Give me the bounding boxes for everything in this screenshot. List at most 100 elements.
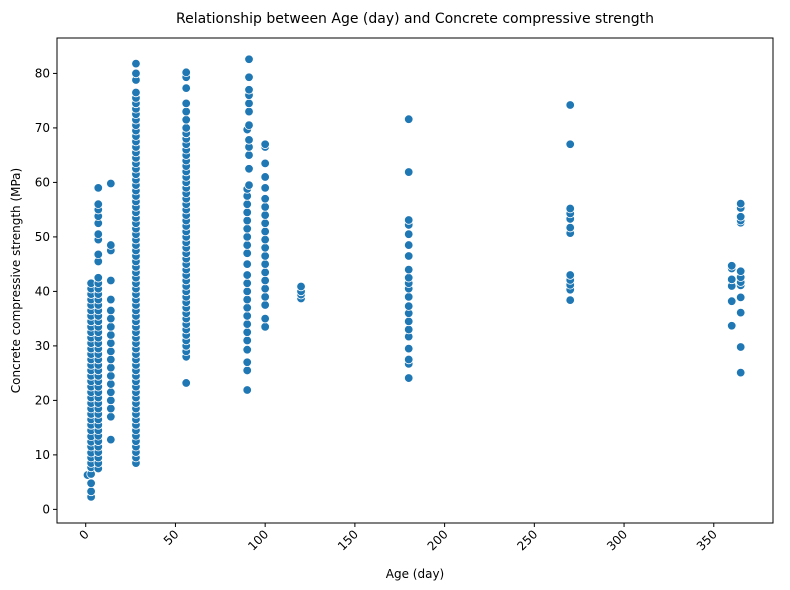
scatter-point	[404, 251, 414, 261]
y-tick-label: 70	[35, 121, 50, 135]
scatter-point	[242, 232, 252, 242]
scatter-point	[242, 365, 252, 376]
scatter-point	[242, 335, 252, 346]
scatter-point	[242, 278, 252, 288]
x-tick-label: 150	[335, 527, 361, 553]
scatter-point	[242, 327, 252, 337]
scatter-point	[244, 150, 254, 160]
scatter-point	[404, 114, 414, 124]
scatter-point	[260, 226, 270, 237]
scatter-point	[106, 275, 116, 286]
scatter-point	[93, 273, 103, 283]
scatter-point	[565, 139, 575, 149]
scatter-point	[86, 478, 96, 488]
scatter-point	[93, 229, 103, 239]
y-tick-label: 40	[35, 284, 50, 298]
scatter-point	[565, 222, 575, 233]
scatter-point	[404, 324, 414, 335]
scatter-point	[404, 316, 414, 327]
x-tick-label: 200	[425, 527, 451, 553]
scatter-point	[181, 123, 191, 133]
scatter-point	[404, 167, 414, 177]
scatter-point	[565, 295, 575, 305]
scatter-point	[260, 202, 270, 212]
scatter-point	[260, 267, 270, 278]
scatter-points	[82, 54, 746, 502]
scatter-point	[242, 311, 252, 321]
scatter-point	[106, 371, 116, 381]
scatter-point	[181, 115, 191, 125]
scatter-point	[404, 354, 414, 365]
x-axis: 0 50 100 150 200 250 300 350	[77, 523, 720, 553]
scatter-point	[260, 183, 270, 193]
plot-frame	[56, 37, 774, 524]
scatter-point	[260, 158, 270, 169]
x-tick-label: 50	[161, 527, 182, 548]
scatter-point	[404, 229, 414, 239]
scatter-point	[131, 58, 141, 69]
scatter-point	[131, 87, 141, 98]
scatter-point	[181, 98, 191, 109]
scatter-point	[106, 387, 116, 397]
scatter-point	[736, 342, 746, 352]
scatter-point	[242, 259, 252, 269]
scatter-point	[242, 240, 252, 250]
scatter-point	[86, 486, 96, 497]
scatter-point	[736, 266, 746, 276]
scatter-point	[93, 183, 103, 193]
scatter-point	[242, 199, 252, 209]
x-tick-label: 250	[514, 527, 540, 553]
scatter-point	[404, 240, 414, 250]
scatter-point	[106, 412, 116, 422]
scatter-point	[242, 345, 252, 355]
scatter-point	[242, 248, 252, 258]
y-axis-label: Concrete compressive strength (MPa)	[9, 168, 23, 393]
x-tick-label: 100	[245, 527, 271, 553]
scatter-point	[260, 210, 270, 220]
y-axis: 0 10 20 30 40 50 60 70 80	[35, 66, 57, 516]
scatter-point	[106, 294, 116, 305]
scatter-point	[260, 243, 270, 253]
scatter-point	[565, 203, 575, 214]
scatter-point	[106, 346, 116, 357]
scatter-point	[244, 85, 254, 95]
scatter-point	[106, 330, 116, 340]
scatter-point	[260, 313, 270, 324]
scatter-point	[736, 367, 746, 378]
scatter-point	[565, 270, 575, 280]
scatter-point	[106, 354, 116, 365]
scatter-point	[244, 98, 254, 109]
scatter-point	[242, 319, 252, 329]
scatter-point	[260, 259, 270, 269]
scatter-point	[106, 362, 116, 373]
scatter-point	[727, 296, 737, 306]
scatter-point	[244, 106, 254, 117]
scatter-point	[244, 54, 254, 64]
scatter-point	[260, 292, 270, 302]
scatter-point	[181, 83, 191, 93]
scatter-point	[242, 207, 252, 218]
scatter-point	[260, 322, 270, 332]
chart-title: Relationship between Age (day) and Concr…	[176, 11, 654, 27]
scatter-point	[736, 212, 746, 222]
scatter-point	[242, 215, 252, 226]
y-tick-label: 50	[35, 230, 50, 244]
scatter-point	[404, 215, 414, 225]
scatter-point	[242, 357, 252, 367]
scatter-point	[242, 270, 252, 280]
scatter-point	[260, 300, 270, 310]
scatter-point	[106, 379, 116, 389]
scatter-point	[181, 106, 191, 117]
scatter-point	[727, 261, 737, 271]
scatter-point	[106, 434, 116, 445]
scatter-point	[404, 343, 414, 354]
scatter-point	[244, 135, 254, 145]
y-tick-label: 80	[35, 66, 50, 80]
scatter-point	[244, 120, 254, 130]
x-tick-label: 350	[694, 527, 720, 553]
scatter-point	[93, 249, 103, 260]
scatter-point	[242, 294, 252, 305]
scatter-point	[404, 264, 414, 275]
x-tick-label: 300	[604, 527, 630, 553]
